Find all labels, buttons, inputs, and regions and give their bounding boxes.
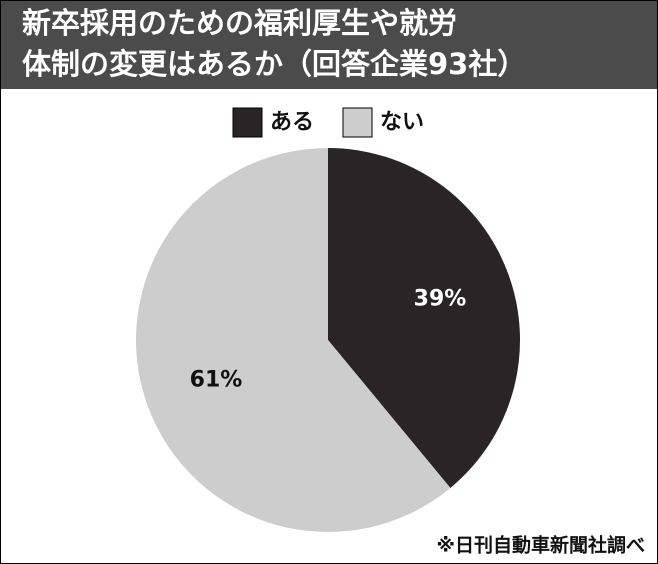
pie-slice: [136, 148, 451, 532]
value-label: 39%: [414, 287, 467, 312]
title-band: [1, 1, 657, 89]
legend-swatch: [232, 107, 263, 138]
legend-label: ある: [270, 110, 314, 135]
pie-slice: [328, 148, 521, 488]
source-note: ※日刊自動車新聞社調べ: [437, 534, 645, 557]
legend-label: ない: [380, 110, 424, 135]
value-label: 61%: [190, 367, 243, 392]
chart-title: 体制の変更はあるか（回答企業93社）: [22, 47, 526, 81]
chart-title: 新卒採用のための福利厚生や就労: [22, 6, 457, 40]
legend-swatch: [342, 107, 373, 138]
